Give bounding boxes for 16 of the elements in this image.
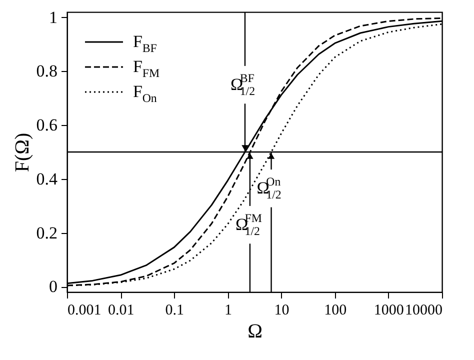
y-tick-label: 0.2 bbox=[36, 223, 58, 242]
y-axis-title: F(Ω) bbox=[11, 132, 34, 172]
y-tick-label: 0.4 bbox=[36, 169, 58, 188]
x-tick-label: 0.001 bbox=[68, 302, 102, 318]
y-tick-label: 0 bbox=[49, 277, 58, 296]
y-tick-label: 0.8 bbox=[36, 62, 58, 81]
x-axis-title: Ω bbox=[248, 320, 262, 342]
x-tick-label: 1000 bbox=[374, 302, 404, 318]
x-tick-label: 10000 bbox=[405, 302, 442, 318]
y-tick-label: 1 bbox=[49, 8, 58, 27]
x-tick-label: 0.01 bbox=[108, 302, 134, 318]
x-tick-label: 0.1 bbox=[165, 302, 184, 318]
y-tick-label: 0.6 bbox=[36, 116, 58, 135]
x-tick-label: 100 bbox=[324, 302, 347, 318]
x-tick-label: 1 bbox=[224, 302, 232, 318]
x-tick-label: 10 bbox=[274, 302, 290, 318]
